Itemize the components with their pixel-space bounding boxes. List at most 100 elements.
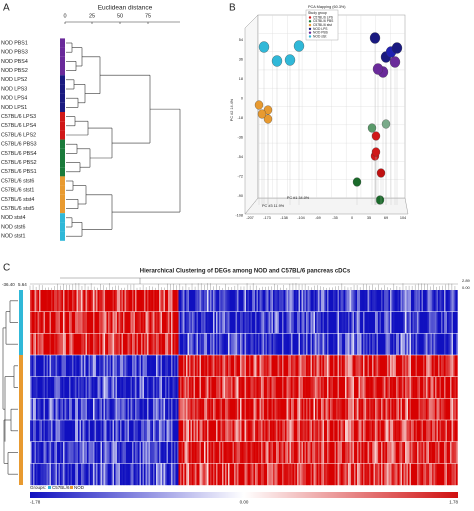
heat-cell (375, 333, 377, 356)
heat-cell (207, 463, 209, 486)
heat-cell (240, 290, 242, 312)
heat-cell (352, 333, 355, 356)
heat-cell (84, 311, 86, 334)
heat-cell (268, 376, 271, 399)
heat-cell (66, 463, 68, 486)
heat-cell (78, 355, 80, 377)
heat-cell (372, 420, 374, 442)
heat-cell (342, 463, 344, 486)
heat-cell (285, 290, 287, 312)
legend-swatch (308, 27, 312, 31)
heat-cell (112, 333, 115, 356)
heat-cell (381, 333, 383, 356)
heat-cell (327, 311, 329, 334)
heat-cell (225, 398, 227, 421)
heat-cell (220, 355, 223, 377)
heat-cell (169, 355, 172, 377)
heat-cell (49, 420, 52, 442)
heat-cell (258, 355, 260, 377)
heat-cell (298, 420, 301, 442)
heat-cell (253, 376, 256, 399)
heat-cell (435, 398, 437, 421)
heat-cell (307, 398, 310, 421)
heat-cell (178, 290, 181, 312)
heat-cell (199, 463, 202, 486)
heat-cell (324, 441, 326, 464)
heat-cell (145, 290, 148, 312)
heat-cell (438, 376, 440, 399)
heat-cell (420, 398, 422, 421)
heat-cell (318, 463, 320, 486)
heat-cell (105, 311, 107, 334)
heat-cell (339, 290, 341, 312)
heat-cell (345, 333, 347, 356)
heat-cell (450, 290, 452, 312)
heat-cell (438, 420, 440, 442)
heat-cell (172, 355, 175, 377)
heat-cell (202, 355, 205, 377)
heat-cell (427, 333, 430, 356)
heat-cell (448, 398, 451, 421)
heat-cell (421, 420, 424, 442)
heat-cell (85, 333, 88, 356)
heat-cell (109, 420, 112, 442)
heat-cell (298, 333, 301, 356)
heat-cell (168, 463, 170, 486)
heat-cell (282, 376, 284, 399)
heat-cell (190, 441, 193, 464)
heat-cell (235, 376, 238, 399)
heat-cell (219, 376, 221, 399)
heat-cell (370, 333, 373, 356)
heat-cell (303, 311, 305, 334)
heat-cell (216, 376, 218, 399)
heat-cell (42, 355, 44, 377)
heat-cell (255, 463, 257, 486)
heat-cell (106, 463, 109, 486)
sample-point (293, 40, 305, 52)
heat-cell (372, 290, 374, 312)
heat-cell (330, 290, 332, 312)
heat-cell (183, 441, 185, 464)
heat-cell (405, 355, 407, 377)
heat-cell (346, 333, 349, 356)
heat-cell (49, 398, 52, 421)
heat-cell (262, 420, 265, 442)
heat-cell (286, 333, 289, 356)
heat-cell (204, 441, 206, 464)
heat-cell (156, 355, 158, 377)
heat-cell (324, 398, 326, 421)
heat-cell (267, 398, 269, 421)
heat-cell (127, 376, 130, 399)
heat-cell (447, 376, 449, 399)
heat-cell (142, 355, 145, 377)
heat-cell (57, 311, 59, 334)
heat-cell (303, 420, 305, 442)
heat-cell (273, 398, 275, 421)
heat-cell (177, 290, 179, 312)
heat-cell (121, 290, 124, 312)
heat-cell (141, 441, 143, 464)
heat-cell (282, 398, 284, 421)
heat-cell (223, 376, 226, 399)
heat-cell (285, 420, 287, 442)
heat-cell (376, 333, 379, 356)
heat-cell (439, 355, 442, 377)
heat-cell (48, 398, 50, 421)
heat-cell (166, 333, 169, 356)
heat-cell (52, 311, 55, 334)
heat-cell (129, 463, 131, 486)
heat-cell (58, 311, 61, 334)
heat-cell (142, 441, 145, 464)
heat-cell (168, 311, 170, 334)
heat-cell (255, 441, 257, 464)
heat-cell (304, 355, 307, 377)
heat-cell (208, 333, 211, 356)
heat-cell (54, 355, 56, 377)
heat-cell (415, 376, 418, 399)
heat-cell (397, 311, 400, 334)
heat-cell (345, 290, 347, 312)
heat-cell (364, 398, 367, 421)
heat-cell (313, 441, 316, 464)
heat-cell (361, 290, 364, 312)
group-bar (60, 121, 65, 131)
